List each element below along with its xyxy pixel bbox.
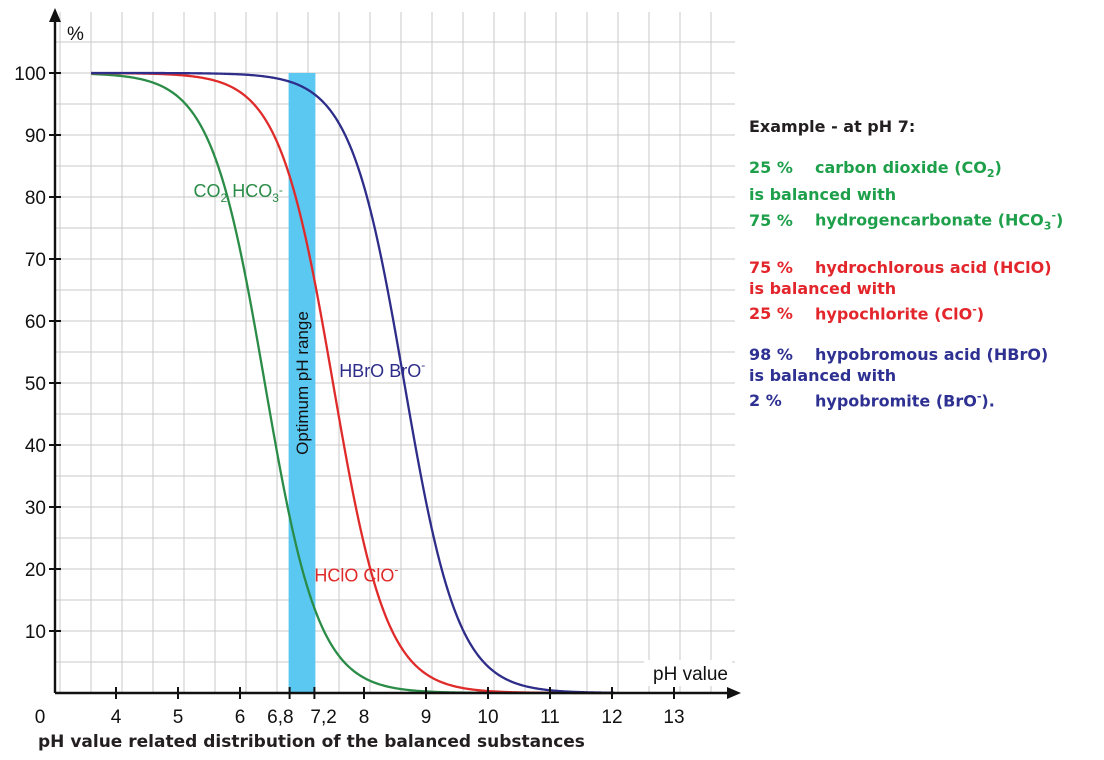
bro-end: ). xyxy=(981,391,995,411)
hco3-end: ) xyxy=(1056,210,1064,230)
y-tick-label: 30 xyxy=(25,498,46,519)
clo-end: ) xyxy=(976,304,985,324)
optimum-band: Optimum pH range xyxy=(288,73,316,693)
y-tick-label: 10 xyxy=(25,622,46,643)
co2-sub: 2 xyxy=(986,167,995,181)
x-tick-label: 7,2 xyxy=(310,707,336,728)
hclo-text: hydrochlorous acid (HClO) xyxy=(815,257,1052,277)
optimum-band-label: Optimum pH range xyxy=(293,311,312,455)
bro-sup: - xyxy=(976,390,982,404)
series-label-part: 3 xyxy=(272,191,279,205)
series-label-part: ClO xyxy=(363,565,394,585)
example-heading: Example - at pH 7: xyxy=(749,117,916,136)
example-hbro: 98 % hypobromous acid (HBrO) is balanced … xyxy=(749,344,1063,411)
hbro-pct: 98 % xyxy=(749,345,793,365)
co2-balanced: is balanced with xyxy=(749,185,897,205)
series-label-text: HClO ClO- xyxy=(314,562,398,585)
hbro-balanced: is balanced with xyxy=(749,366,897,386)
clo-pct: 25 % xyxy=(749,304,793,324)
curve-hbro-bro- xyxy=(91,71,615,694)
y-tick-label: 60 xyxy=(25,312,46,333)
series-label: CO2 HCO3- xyxy=(194,181,283,205)
x-tick-label: 8 xyxy=(359,707,370,728)
example-panel: Example - at pH 7: 25 % carbon dioxide (C… xyxy=(749,116,1063,431)
x-tick-label: 11 xyxy=(540,707,560,728)
series-label-part: CO xyxy=(194,181,221,201)
x-axis-arrow xyxy=(727,687,741,699)
x-tick-label: 5 xyxy=(173,707,184,728)
x-tick-label: 6 xyxy=(235,707,246,728)
hco3-pct: 75 % xyxy=(749,210,793,230)
x-tick-label: 10 xyxy=(477,707,498,728)
x-tick-label: 0 xyxy=(35,707,46,728)
hco3-text: hydrogencarbonate (HCO xyxy=(815,210,1044,230)
y-tick-label: 90 xyxy=(25,126,46,147)
series-label-part: - xyxy=(421,358,425,372)
co2-text: carbon dioxide (CO xyxy=(815,158,987,177)
hclo-pct: 75 % xyxy=(749,257,793,277)
clo-sup: - xyxy=(972,302,977,316)
x-axis-label-bg xyxy=(644,660,732,686)
grid xyxy=(55,12,735,693)
series-label-part: BrO xyxy=(389,361,421,381)
series-label-part: HCO xyxy=(232,181,272,201)
x-tick-label: 6,8 xyxy=(267,707,293,728)
series-label: HClO ClO- xyxy=(314,562,398,585)
hco3-sup: - xyxy=(1051,209,1057,223)
x-tick-label: 4 xyxy=(111,707,122,728)
chart-caption: pH value related distribution of the bal… xyxy=(38,732,585,752)
series-labels: CO2 HCO3-HClO ClO-HBrO BrO- xyxy=(194,181,426,585)
co2-pct: 25 % xyxy=(749,158,793,177)
series-label-part: - xyxy=(394,562,398,576)
y-tick-label: 80 xyxy=(25,188,46,209)
x-axis-label: pH value xyxy=(653,664,728,685)
x-tick-label: 9 xyxy=(421,707,432,728)
hclo-balanced: is balanced with xyxy=(749,278,897,298)
series-label-part: HClO xyxy=(314,565,358,585)
series-label: HBrO BrO- xyxy=(339,358,425,381)
series-label-text: HBrO BrO- xyxy=(339,358,425,381)
tick-labels: 0 4 5 6 6,8 7,2 8 9 10 11 12 13 10 20 30 40 50 60 70 80 90 10… xyxy=(14,24,732,728)
y-tick-label: 70 xyxy=(25,250,46,271)
y-tick-label: 50 xyxy=(25,374,46,395)
x-tick-label: 13 xyxy=(663,707,684,728)
series-label-text: CO2 HCO3- xyxy=(194,181,283,205)
example-hclo: 75 % hydrochlorous acid (HClO) is balance… xyxy=(749,257,1063,324)
hbro-text: hypobromous acid (HBrO) xyxy=(815,345,1049,365)
axes xyxy=(49,8,741,699)
optimum-band-rect xyxy=(288,73,316,693)
y-tick-label: 100 xyxy=(14,64,46,85)
y-axis-arrow xyxy=(49,8,61,22)
bro-text: hypobromite (BrO xyxy=(815,391,977,411)
example-co2: 25 % carbon dioxide (CO2) is balanced wit… xyxy=(749,157,1063,237)
hco3-sub: 3 xyxy=(1043,219,1052,233)
bro-pct: 2 % xyxy=(749,391,782,411)
co2-end: ) xyxy=(994,158,1002,177)
clo-text: hypochlorite (ClO xyxy=(815,304,973,324)
series-label-part: 2 xyxy=(221,191,228,205)
x-tick-label: 12 xyxy=(601,707,622,728)
y-axis-label: % xyxy=(67,24,84,45)
series-label-part: HBrO xyxy=(339,361,384,381)
y-tick-label: 20 xyxy=(25,560,46,581)
y-tick-label: 40 xyxy=(25,436,46,457)
series-label-part: - xyxy=(279,183,283,197)
